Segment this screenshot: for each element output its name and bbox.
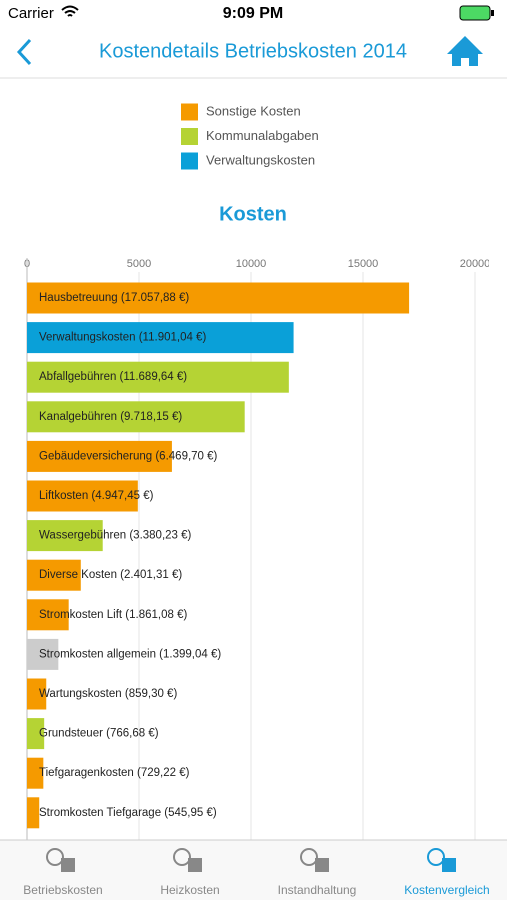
bar-label: Stromkosten Tiefgarage (545,95 €)	[39, 807, 217, 819]
legend-swatch	[181, 128, 198, 145]
bar-label: Stromkosten Lift (1.861,08 €)	[39, 609, 187, 621]
bar	[27, 559, 81, 591]
tab-bar	[0, 840, 507, 900]
tab-icon[interactable]	[173, 848, 191, 866]
bar-label: Grundsteuer (766,68 €)	[39, 728, 159, 740]
x-tick-label: 10000	[236, 258, 267, 270]
bar-label: Diverse Kosten (2.401,31 €)	[39, 569, 182, 581]
bar	[27, 401, 245, 433]
bar	[27, 322, 294, 354]
bar-label: Wartungskosten (859,30 €)	[39, 688, 177, 700]
bar	[27, 718, 45, 750]
tab-icon[interactable]	[46, 848, 64, 866]
home-button[interactable]	[447, 36, 483, 66]
tab-label: Kostenvergleich	[404, 883, 489, 897]
tab-label: Instandhaltung	[278, 883, 357, 897]
legend-label: Sonstige Kosten	[206, 103, 301, 118]
bar	[27, 480, 138, 512]
tab-icon-detail	[61, 858, 75, 872]
bar	[27, 361, 289, 393]
chart: Sonstige Kosten Kommunalabgaben Verwaltung…	[24, 103, 491, 840]
tab-icon[interactable]	[300, 848, 318, 866]
x-tick-label: 5000	[127, 258, 151, 270]
bar-label: Kanalgebühren (9.718,15 €)	[39, 411, 182, 423]
nav-title: Kostendetails Betriebskosten 2014	[99, 40, 407, 62]
battery-tip	[491, 10, 494, 16]
bar-label: Hausbetreuung (17.057,88 €)	[39, 292, 189, 304]
bar-label: Liftkosten (4.947,45 €)	[39, 490, 154, 502]
bar	[27, 599, 69, 631]
tab-icon-detail	[315, 858, 329, 872]
bar-label: Gebäudeversicherung (6.469,70 €)	[39, 450, 218, 462]
bar	[27, 440, 172, 472]
bar	[27, 638, 59, 670]
carrier: Carrier	[8, 5, 54, 22]
clock: 9:09 PM	[223, 5, 283, 22]
x-tick-label: 20000	[460, 258, 491, 270]
bar-label: Verwaltungskosten (11.901,04 €)	[39, 332, 206, 344]
bar-label: Tiefgaragenkosten (729,22 €)	[39, 767, 190, 779]
bar	[27, 282, 410, 314]
battery	[459, 5, 491, 21]
bar	[27, 678, 47, 710]
bar-label: Abfallgebühren (11.689,64 €)	[39, 371, 187, 383]
wifi-icon	[61, 5, 79, 17]
x-tick-label: 15000	[348, 258, 379, 270]
tab-icon-detail	[442, 858, 456, 872]
legend-swatch	[181, 103, 198, 121]
back-button[interactable]	[16, 38, 32, 66]
legend-swatch	[181, 152, 198, 170]
legend-label: Verwaltungskosten	[206, 152, 315, 167]
chart-title: Kosten	[219, 203, 287, 225]
bar	[27, 757, 44, 789]
tab-label: Betriebskosten	[23, 883, 102, 897]
bar	[27, 797, 40, 829]
legend-label: Kommunalabgaben	[206, 128, 319, 143]
tab-icon[interactable]	[427, 848, 445, 866]
bar-label: Wassergebühren (3.380,23 €)	[39, 530, 192, 542]
bar	[27, 520, 103, 552]
tab-label: Heizkosten	[160, 883, 219, 897]
tab-icon-detail	[188, 858, 202, 872]
bar-label: Stromkosten allgemein (1.399,04 €)	[39, 648, 221, 660]
